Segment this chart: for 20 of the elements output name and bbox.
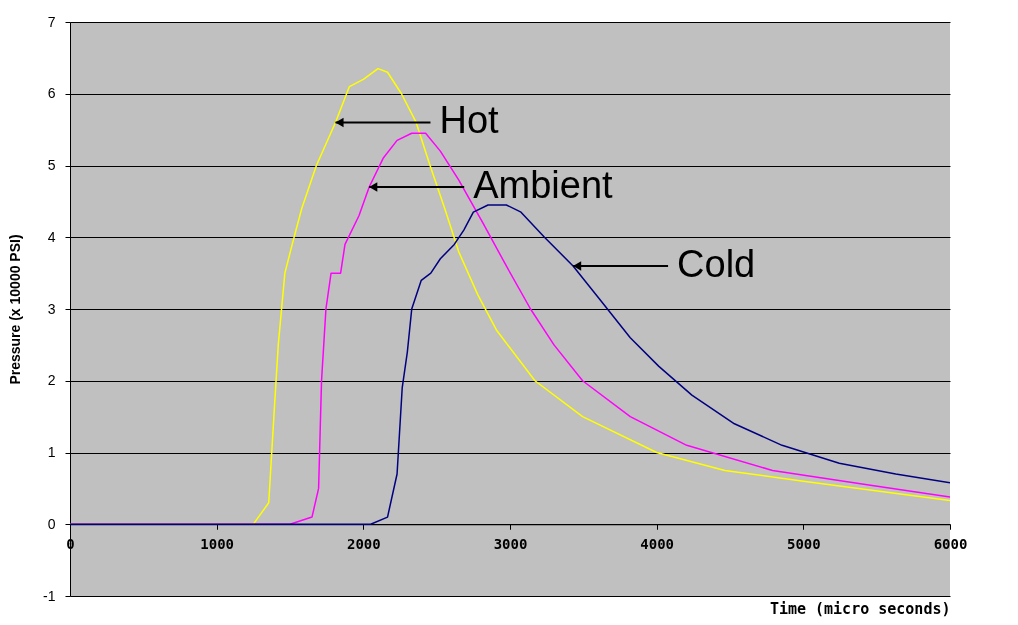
y-tick-label: 2 [47, 372, 56, 389]
y-tick-label: -1 [43, 587, 56, 604]
x-tick-label: 6000 [933, 535, 968, 552]
x-tick-label: 5000 [786, 535, 821, 552]
y-tick-label: 6 [47, 85, 56, 102]
y-tick-label: 5 [47, 157, 56, 173]
y-tick-label: 7 [47, 13, 56, 30]
y-tick-label: 0 [47, 515, 56, 532]
annotation: Cold [677, 242, 756, 285]
x-tick-label: 2000 [346, 535, 381, 552]
y-tick-label: 1 [47, 444, 56, 460]
x-tick-label: 3000 [493, 535, 528, 552]
x-tick-label: 4000 [640, 535, 675, 552]
y-tick-label: 4 [47, 228, 56, 245]
y-tick-label: 3 [47, 300, 56, 317]
x-tick-label: 1000 [200, 535, 235, 552]
y-axis-title: Pressure (x 10000 PSI) [7, 234, 24, 385]
annotation: Ambient [473, 164, 614, 207]
annotation: Hot [439, 99, 500, 142]
x-axis-title: Time (micro seconds) [769, 599, 951, 618]
